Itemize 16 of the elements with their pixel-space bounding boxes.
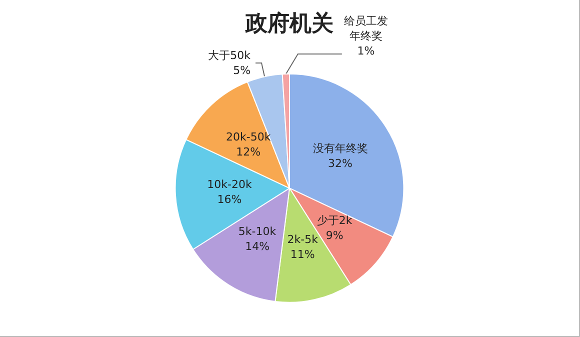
data-label: 32% <box>328 156 352 170</box>
slice-label: 大于50k <box>208 49 252 62</box>
data-label: 11% <box>290 248 315 261</box>
data-label: 12% <box>236 145 261 158</box>
slice-label: 2k-5k <box>287 232 319 246</box>
slice-label: 给员工发年终奖 <box>344 14 388 42</box>
data-label: 9% <box>326 228 344 242</box>
slice-label: 少于2k <box>316 214 353 227</box>
data-label: 1% <box>357 44 375 58</box>
data-label: 16% <box>217 192 242 206</box>
chart-title: 政府机关 <box>244 10 334 36</box>
data-label: 14% <box>245 240 270 253</box>
data-label: 5% <box>233 64 251 78</box>
slice-label: 5k-10k <box>238 224 277 238</box>
slice-label: 没有年终奖 <box>312 142 368 155</box>
slice-label: 10k-20k <box>207 178 252 191</box>
